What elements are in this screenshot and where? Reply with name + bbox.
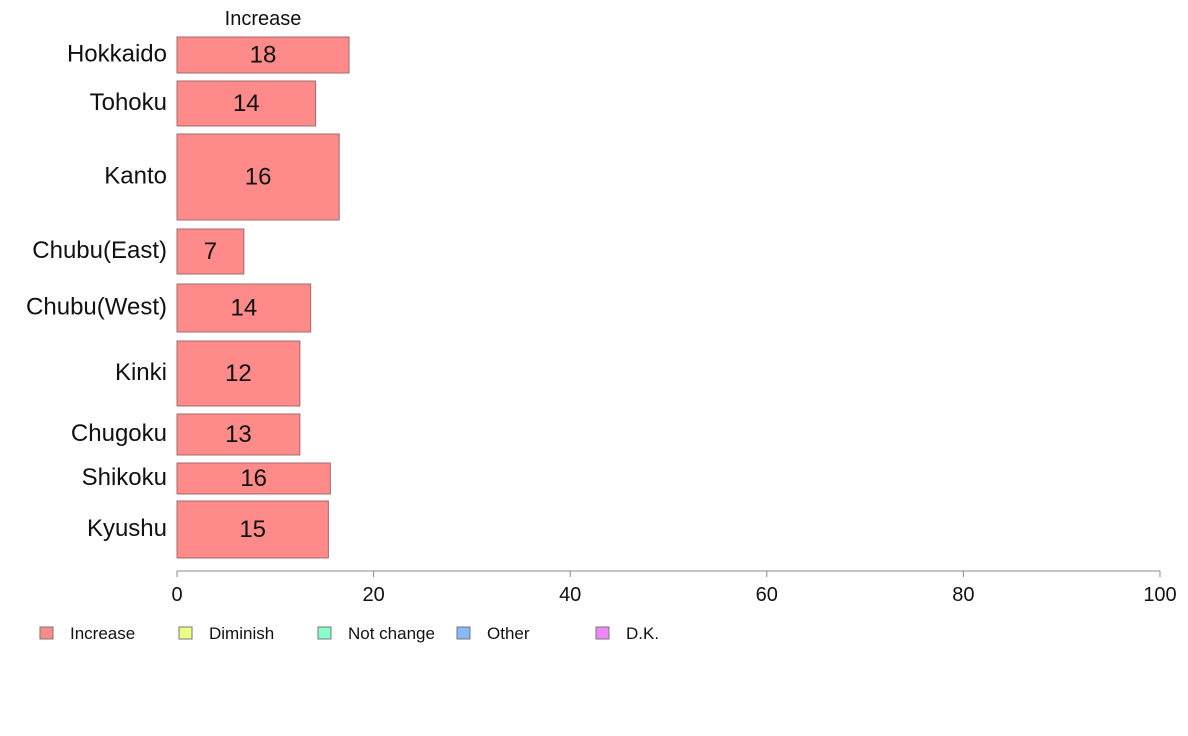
bar-shikoku <box>176 462 331 495</box>
legend-item-increase: Increase <box>39 624 135 643</box>
bar-tohoku <box>176 80 317 127</box>
legend-item-d-k: D.K. <box>595 624 659 643</box>
category-label: Shikoku <box>82 464 167 491</box>
column-header: Increase <box>225 8 302 30</box>
category-label: Hokkaido <box>67 40 167 67</box>
category-label: Chugoku <box>71 420 167 447</box>
legend-swatch <box>317 626 332 640</box>
legend-label: Other <box>487 624 530 643</box>
x-tick-label: 0 <box>171 584 182 606</box>
x-tick-label: 20 <box>362 584 384 606</box>
x-tick-label: 100 <box>1143 584 1176 606</box>
x-tick-label: 80 <box>952 584 974 606</box>
legend-swatch <box>178 626 193 640</box>
bar-hokkaido <box>176 36 350 74</box>
legend-swatch <box>456 626 471 640</box>
bar-chubu-west <box>176 283 312 333</box>
legend-item-other: Other <box>456 624 530 643</box>
legend-label: Not change <box>348 624 435 643</box>
legend-label: Diminish <box>209 624 274 643</box>
bars-group <box>176 36 350 559</box>
legend-item-diminish: Diminish <box>178 624 274 643</box>
bar-chubu-east <box>176 228 245 275</box>
category-label: Chubu(West) <box>26 293 167 320</box>
data-label: 12 <box>225 360 252 387</box>
legend-label: Increase <box>70 624 135 643</box>
data-label: 15 <box>239 516 266 543</box>
legend-swatch <box>39 626 54 640</box>
category-label: Kinki <box>115 359 167 386</box>
x-tick-label: 40 <box>559 584 581 606</box>
bar-kyushu <box>176 500 329 559</box>
data-label: 13 <box>225 421 252 448</box>
category-label: Chubu(East) <box>32 237 167 264</box>
bar-kinki <box>176 340 301 407</box>
legend-swatch <box>595 626 610 640</box>
value-labels: 18 14 16 7 14 12 13 16 15 <box>204 41 277 543</box>
legend: Increase Diminish Not change Other D.K. <box>39 624 659 643</box>
category-label: Kyushu <box>87 515 167 542</box>
bar-chugoku <box>176 413 301 456</box>
category-label: Kanto <box>104 162 167 189</box>
category-label: Tohoku <box>90 89 167 116</box>
data-label: 14 <box>233 90 260 117</box>
category-labels: Hokkaido Tohoku Kanto Chubu(East) Chubu(West… <box>26 40 167 542</box>
data-label: 18 <box>250 41 277 68</box>
data-label: 7 <box>204 238 217 265</box>
data-label: 16 <box>245 163 272 190</box>
x-tick-label: 60 <box>756 584 778 606</box>
legend-label: D.K. <box>626 624 659 643</box>
bar-kanto <box>176 133 340 221</box>
data-label: 14 <box>230 294 257 321</box>
x-axis: 0 20 40 60 80 100 <box>171 570 1177 606</box>
legend-item-not-change: Not change <box>317 624 435 643</box>
data-label: 16 <box>240 465 267 492</box>
